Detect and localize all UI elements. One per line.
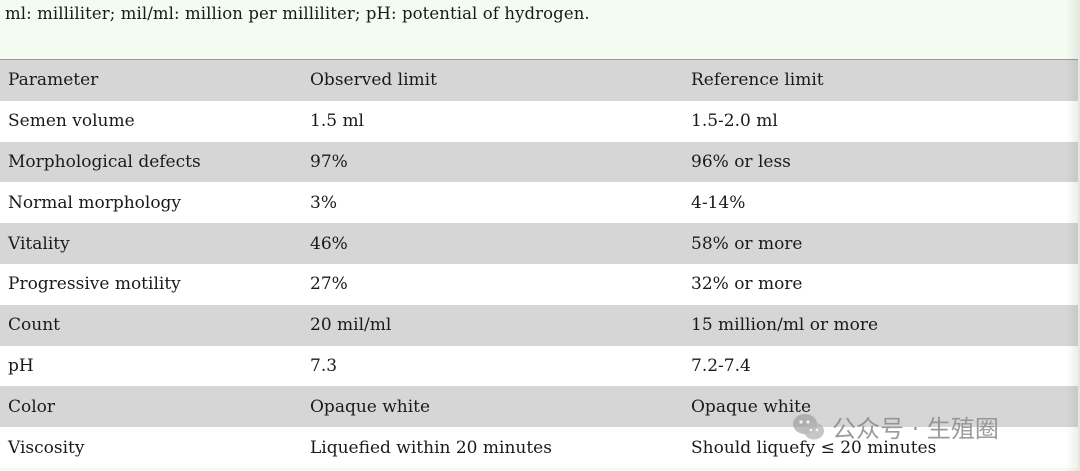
table-footnote: ml: milliliter; mil/ml: million per mill…	[5, 4, 590, 23]
table-header-row: Parameter Observed limit Reference limit	[0, 60, 1078, 101]
observed-cell: 3%	[302, 182, 683, 224]
reference-cell: 1.5-2.0 ml	[683, 100, 1078, 142]
table-row: Morphological defects 97% 96% or less	[0, 141, 1078, 183]
observed-cell: 46%	[302, 223, 683, 264]
table-row: Normal morphology 3% 4-14%	[0, 182, 1078, 224]
reference-cell: 96% or less	[683, 141, 1078, 183]
table-row: pH 7.3 7.2-7.4	[0, 345, 1078, 387]
page-edge-shadow	[1066, 0, 1080, 471]
table-row: Viscosity Liquefied within 20 minutes Sh…	[0, 427, 1078, 468]
parameter-cell: Normal morphology	[0, 182, 302, 224]
wechat-icon	[793, 413, 824, 439]
parameter-cell: Vitality	[0, 223, 302, 264]
reference-cell: 15 million/ml or more	[683, 304, 1078, 346]
header-cell-observed: Observed limit	[302, 60, 683, 101]
semen-analysis-table: Parameter Observed limit Reference limit…	[0, 60, 1078, 468]
table-row: Progressive motility 27% 32% or more	[0, 263, 1078, 305]
header-cell-reference: Reference limit	[683, 60, 1078, 101]
reference-cell: Opaque white	[683, 386, 1078, 428]
reference-cell: Should liquefy ≤ 20 minutes	[683, 427, 1078, 468]
results-table-container: Parameter Observed limit Reference limit…	[0, 60, 1078, 468]
table-row: Color Opaque white Opaque white	[0, 386, 1078, 428]
observed-cell: Liquefied within 20 minutes	[302, 427, 683, 468]
reference-cell: 58% or more	[683, 223, 1078, 264]
observed-cell: Opaque white	[302, 386, 683, 428]
observed-cell: 97%	[302, 141, 683, 183]
table-row: Vitality 46% 58% or more	[0, 223, 1078, 264]
observed-cell: 7.3	[302, 345, 683, 387]
table-row: Semen volume 1.5 ml 1.5-2.0 ml	[0, 100, 1078, 142]
observed-cell: 20 mil/ml	[302, 304, 683, 346]
header-cell-parameter: Parameter	[0, 60, 302, 101]
parameter-cell: Viscosity	[0, 427, 302, 468]
reference-cell: 4-14%	[683, 182, 1078, 224]
parameter-cell: Morphological defects	[0, 141, 302, 183]
parameter-cell: Color	[0, 386, 302, 428]
reference-cell: 32% or more	[683, 263, 1078, 305]
parameter-cell: Semen volume	[0, 100, 302, 142]
parameter-cell: Count	[0, 304, 302, 346]
watermark: 公众号 · 生殖圈	[792, 409, 999, 444]
parameter-cell: Progressive motility	[0, 263, 302, 305]
observed-cell: 1.5 ml	[302, 100, 683, 142]
table-row: Count 20 mil/ml 15 million/ml or more	[0, 304, 1078, 346]
table-top-rule	[0, 59, 1078, 60]
parameter-cell: pH	[0, 345, 302, 387]
reference-cell: 7.2-7.4	[683, 345, 1078, 387]
watermark-text: 公众号 · 生殖圈	[832, 415, 999, 443]
observed-cell: 27%	[302, 263, 683, 305]
